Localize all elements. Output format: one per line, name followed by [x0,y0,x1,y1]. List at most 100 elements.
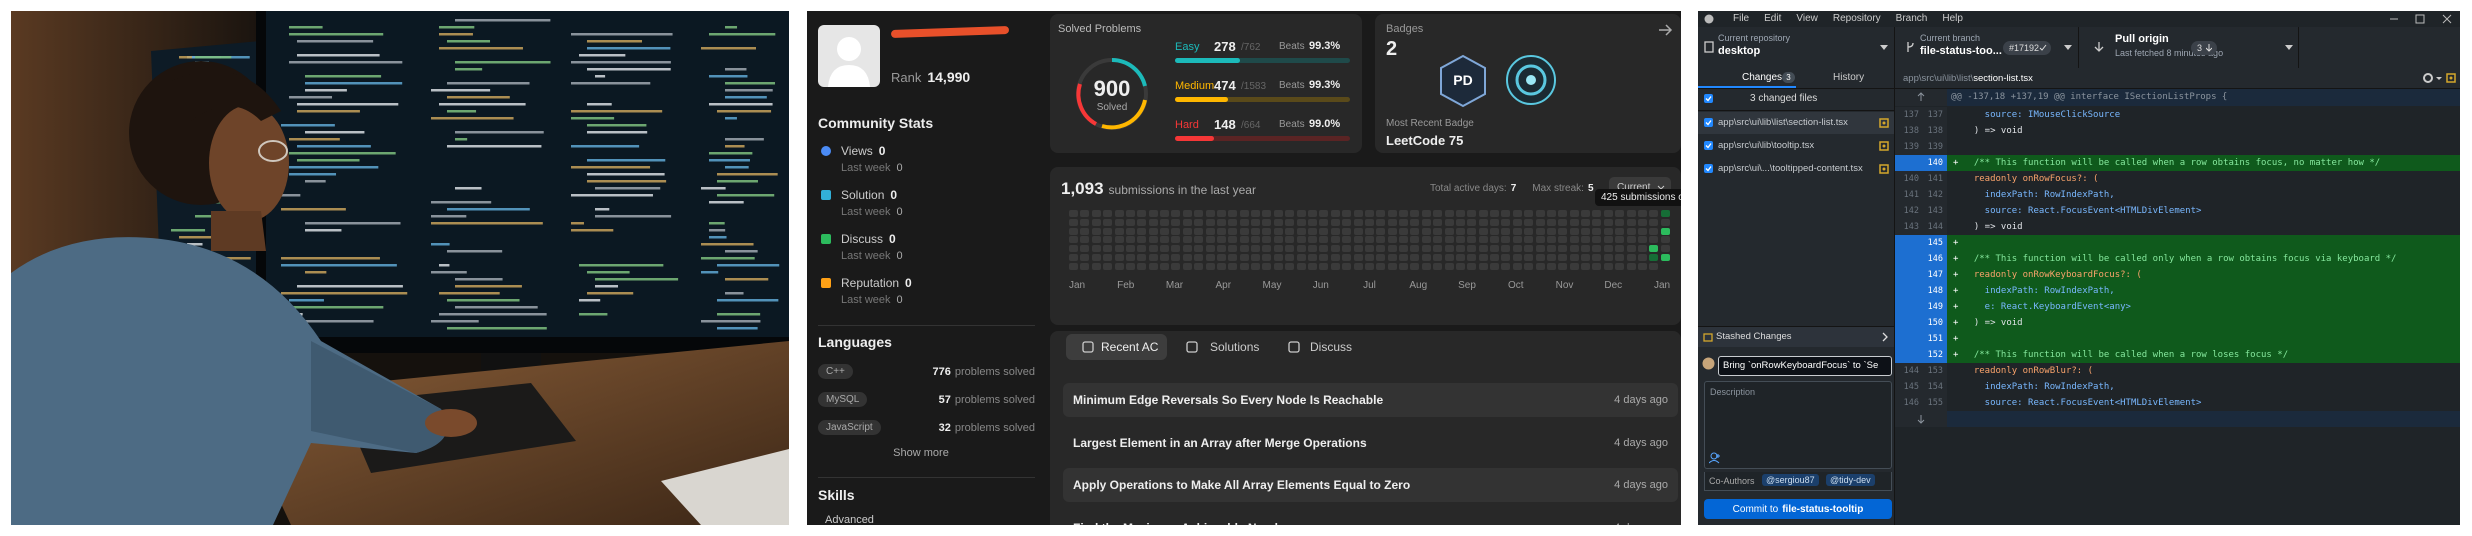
heatmap-cell [1114,245,1124,253]
tab[interactable]: Discuss [1310,340,1353,354]
old-line-number: 141 [1903,190,1919,200]
heatmap-cell [1638,254,1647,261]
heatmap-cell [1228,262,1238,270]
code-line [587,271,630,274]
code-line [571,229,614,232]
menu-item[interactable]: File [1733,13,1750,24]
summary-input[interactable]: Bring `onRowKeyboardFocus` to `Se [1718,356,1892,376]
code-line [281,292,408,295]
description-box[interactable]: Description [1704,381,1892,469]
branch[interactable]: file-status-too... [1920,45,2002,57]
code-line [297,110,360,113]
heatmap-cell [1603,236,1613,244]
tab[interactable]: Solutions [1210,340,1260,354]
code-line [717,110,772,113]
code-line [709,75,748,78]
heatmap-cell [1399,262,1409,270]
heatmap-cell [1182,227,1192,235]
heatmap-cell [1603,254,1613,261]
code-line [571,117,615,120]
stat-sub-value: 0 [896,250,903,262]
month-label: Jan [1653,280,1671,291]
heatmap-cell [1501,262,1511,270]
code-line [571,145,640,148]
heatmap-cell [1421,227,1431,235]
heatmap-cell [1455,218,1465,226]
pull-label[interactable]: Pull origin [2115,33,2169,45]
difficulty-name: Easy [1175,41,1200,53]
heatmap-cell [1069,236,1078,244]
down-arrow [2206,44,2212,52]
line-bg [1947,219,2460,235]
heatmap-cell [1444,210,1454,217]
stashed-row[interactable]: Stashed Changes [1698,326,1894,347]
heatmap-cell [1444,262,1454,270]
menu-item[interactable]: Repository [1832,13,1881,24]
line-bg [1947,203,2460,219]
heatmap-cell [1660,245,1670,253]
code-line [709,222,725,225]
menu-item[interactable]: Edit [1764,13,1782,24]
heatmap-cell [1433,262,1443,270]
recent-item[interactable]: Find the Maximum Achievable Number 4 days… [1063,511,1678,526]
recent-item[interactable]: Apply Operations to Make All Array Eleme… [1063,468,1678,502]
repo[interactable]: desktop [1718,45,1761,57]
heatmap-cell [1410,236,1420,244]
code-line [431,271,467,274]
show-more[interactable]: Show more [893,447,949,459]
line-bg [1947,123,2460,139]
heatmap-cell [1501,210,1511,217]
recent-title: Apply Operations to Make All Array Eleme… [1073,478,1411,492]
old-line-number: 146 [1903,398,1919,408]
pr-badge[interactable]: #17192 [2003,41,2051,55]
heatmap-cell [1251,236,1261,244]
heatmap-cell [1444,236,1454,244]
window-controls-part [2415,14,2425,24]
commit-button[interactable]: Commit to file-status-tooltip [1704,499,1892,519]
stat-sub-label: Last week [841,162,891,174]
commit-branch: file-status-tooltip [1782,503,1864,515]
expand-icon-part [1917,92,1925,101]
menu-item[interactable]: Help [1942,13,1963,24]
heatmap-cell [1239,236,1249,244]
heatmap-cell [1307,210,1317,217]
month-label: Mar [1165,280,1184,291]
heatmap-cell [1603,210,1613,217]
heatmap-cell [1296,245,1306,253]
file-row[interactable]: app\src\ui\...\tooltipped-content.tsx [1698,158,1894,180]
history-tab[interactable]: History [1833,72,1865,83]
heatmap-cell [1216,245,1226,253]
recent-item[interactable]: Largest Element in an Array after Merge … [1063,426,1678,460]
heatmap-cell [1626,245,1636,253]
line-gutter [1895,139,1947,155]
heatmap-cell [1376,245,1386,253]
repo-label: Current repository [1718,33,1791,43]
tab[interactable]: Recent AC [1101,340,1159,354]
heatmap-cell [1512,245,1522,253]
code-line [455,131,544,134]
heatmap-cell [1239,210,1249,217]
menu-item[interactable]: View [1796,13,1818,24]
heatmap-cell [1524,210,1534,217]
heatmap-cell [1216,254,1226,261]
heatmap-cell [1649,236,1659,244]
file-row[interactable]: app\src\ui\lib\list\section-list.tsx [1698,112,1894,134]
heatmap-cell [1649,218,1659,226]
code-line [709,103,773,106]
code-line [297,54,380,57]
heatmap-cell [1091,254,1101,261]
changes-tab[interactable]: Changes [1742,72,1783,83]
recent-item[interactable]: Minimum Edge Reversals So Every Node Is … [1063,383,1678,417]
heatmap-cell [1524,262,1534,270]
stat-sub-label: Last week [841,250,891,262]
code-line: readonly onRowKeyboardFocus?: ( [1963,270,2142,280]
new-line-number: 144 [1927,222,1943,232]
menu-item[interactable]: Branch [1895,13,1928,24]
code-line [297,285,403,288]
file-row[interactable]: app\src\ui\lib\tooltip.tsx [1698,135,1894,157]
heatmap-cell [1228,245,1238,253]
heatmap-cell [1330,210,1340,217]
stash-icon-part [1703,333,1713,342]
heatmap-cell [1069,262,1078,270]
heatmap-cell [1091,210,1101,217]
